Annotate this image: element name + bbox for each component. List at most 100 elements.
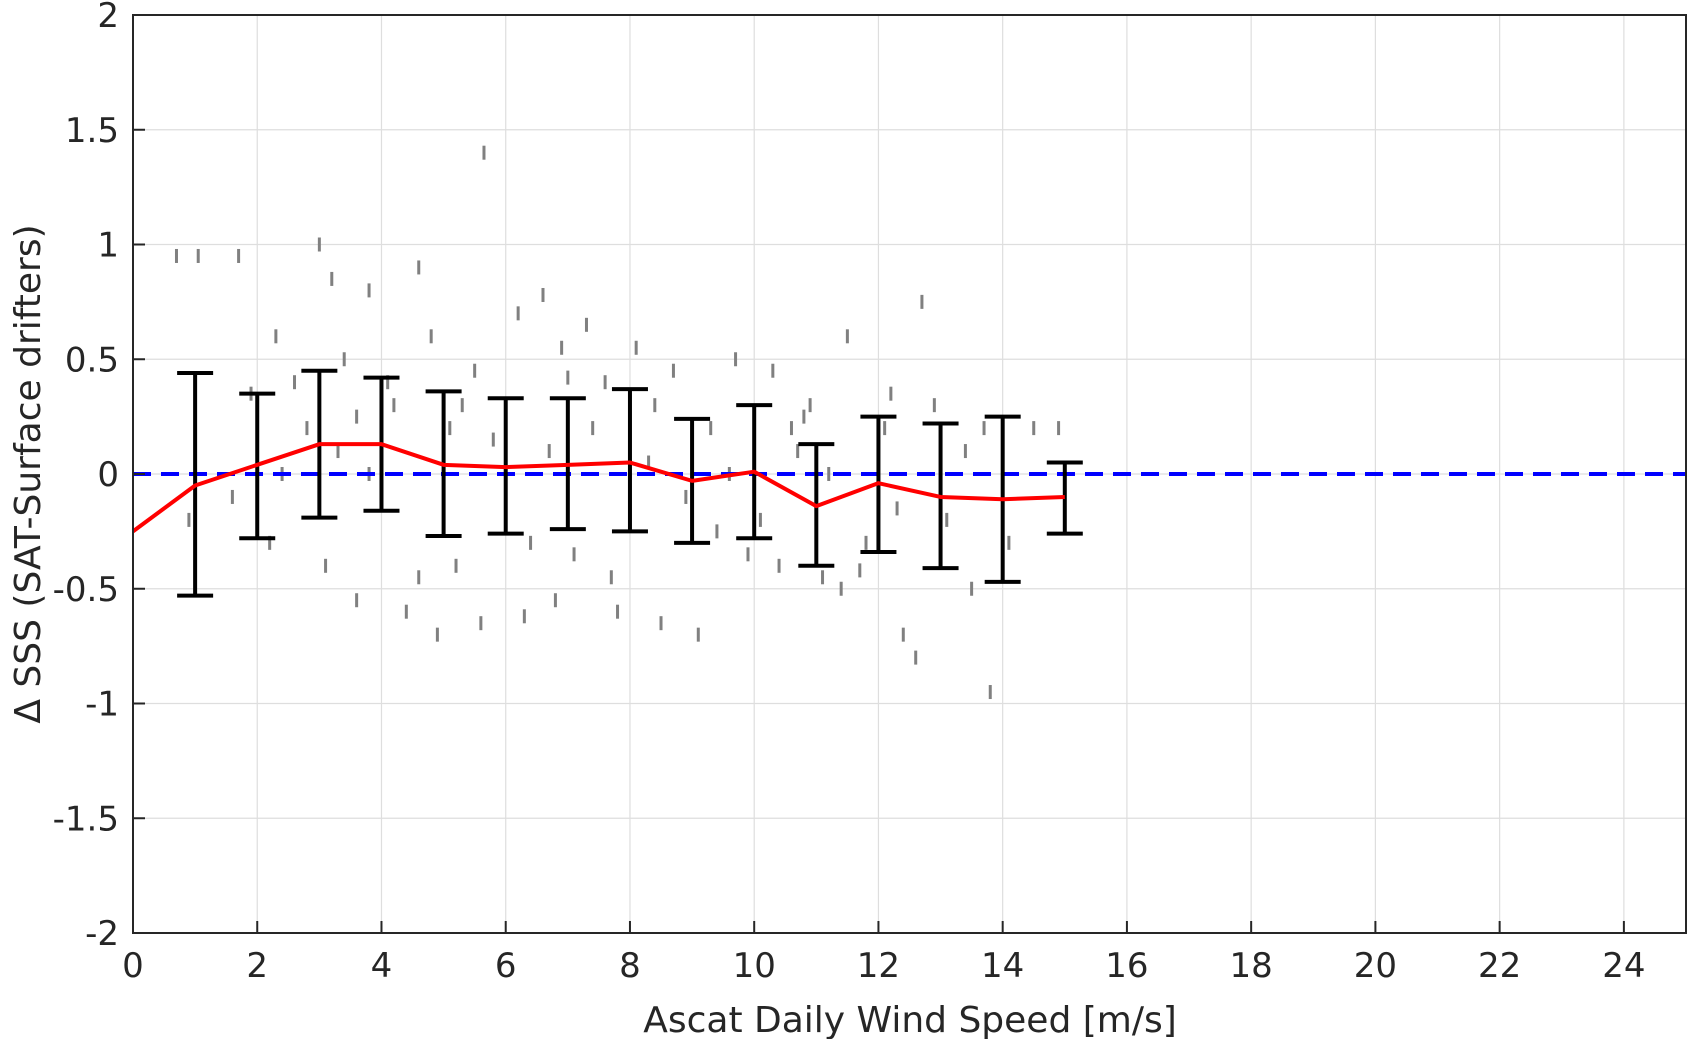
scatter-point	[988, 685, 992, 700]
scatter-point	[609, 570, 613, 585]
scatter-point	[174, 248, 178, 263]
scatter-point	[560, 340, 564, 355]
scatter-point	[796, 444, 800, 459]
scatter-point	[839, 581, 843, 596]
scatter-point	[920, 294, 924, 309]
scatter-point	[324, 558, 328, 573]
x-tick-label: 20	[1354, 946, 1397, 986]
scatter-point	[603, 375, 607, 390]
scatter-point	[330, 271, 334, 286]
x-tick-label: 4	[371, 946, 393, 986]
scatter-point	[547, 444, 551, 459]
mean-line	[131, 442, 1065, 533]
scatter-point	[715, 524, 719, 539]
scatter-point	[342, 352, 346, 367]
scatter-point	[1057, 421, 1061, 436]
scatter-point	[516, 306, 520, 321]
scatter-point	[827, 467, 831, 481]
scatter-point	[482, 145, 486, 160]
x-tick-label: 24	[1602, 946, 1645, 986]
scatter-point	[616, 604, 620, 619]
scatter-point	[982, 421, 986, 436]
y-tick-labels: 2 1.5 1 0.5 0 -0.5 -1 -1.5 -2	[53, 0, 145, 954]
scatter-point	[529, 535, 533, 550]
x-tick-label: 2	[246, 946, 268, 986]
scatter-point	[392, 398, 396, 413]
scatter-point	[572, 547, 576, 562]
y-tick-label: 1	[97, 226, 119, 266]
scatter-point	[789, 421, 793, 436]
scatter-point	[522, 609, 526, 624]
x-tick-labels: 0 2 4 6 8 10 12 14 16 18 20 22 24	[122, 921, 1646, 986]
scatter-point	[696, 627, 700, 642]
scatter-point	[901, 627, 905, 642]
y-axis-label: Δ SSS (SAT-Surface drifters)	[8, 224, 49, 723]
scatter-point	[734, 352, 738, 367]
scatter-point	[659, 616, 663, 631]
x-tick-label: 12	[857, 946, 900, 986]
x-tick-label: 6	[495, 946, 517, 986]
scatter-point	[491, 432, 495, 447]
scatter-point	[429, 329, 433, 344]
scatter-point	[591, 421, 595, 436]
y-tick-label: 0.5	[65, 340, 119, 380]
scatter-point	[541, 287, 545, 302]
scatter-point	[196, 248, 200, 263]
x-tick-label: 14	[981, 946, 1024, 986]
scatter-point	[709, 421, 713, 436]
scatter-point	[473, 363, 477, 378]
scatter-point	[671, 363, 675, 378]
scatter-point	[802, 409, 806, 424]
x-tick-label: 18	[1230, 946, 1273, 986]
scatter-point	[460, 398, 464, 413]
scatter-point	[386, 375, 390, 390]
scatter-point	[187, 512, 191, 527]
scatter-point	[584, 317, 588, 332]
scatter-point	[317, 237, 321, 252]
scatter-point	[336, 444, 340, 459]
scatter-points	[174, 145, 1061, 700]
scatter-point	[845, 329, 849, 344]
scatter-point	[237, 248, 241, 263]
scatter-point	[945, 512, 949, 527]
y-tick-label: 2	[97, 0, 119, 36]
scatter-point	[963, 444, 967, 459]
mean-line-group	[131, 442, 1065, 533]
scatter-point	[553, 593, 557, 608]
scatter-point	[634, 340, 638, 355]
scatter-point	[746, 547, 750, 562]
y-tick-label: -2	[85, 914, 119, 954]
scatter-point	[1007, 535, 1011, 550]
y-tick-label: -1.5	[53, 799, 119, 839]
x-tick-label: 16	[1105, 946, 1148, 986]
scatter-point	[230, 489, 234, 504]
scatter-point	[895, 501, 899, 516]
scatter-point	[970, 581, 974, 596]
scatter-point	[404, 604, 408, 619]
x-tick-label: 8	[619, 946, 641, 986]
scatter-point	[864, 535, 868, 550]
scatter-point	[1032, 421, 1036, 436]
scatter-point	[454, 558, 458, 573]
y-tick-label: -1	[85, 685, 119, 725]
scatter-point	[435, 627, 439, 642]
scatter-point	[777, 558, 781, 573]
scatter-point	[417, 570, 421, 585]
scatter-point	[914, 650, 918, 665]
scatter-point	[448, 421, 452, 436]
scatter-point	[932, 398, 936, 413]
scatter-point	[293, 375, 297, 390]
scatter-point	[566, 370, 570, 385]
scatter-point	[268, 535, 272, 550]
scatter-point	[889, 386, 893, 401]
scatter-point	[758, 512, 762, 527]
scatter-point	[684, 489, 688, 504]
scatter-point	[647, 455, 651, 470]
x-tick-label: 10	[733, 946, 776, 986]
scatter-point	[858, 563, 862, 578]
x-axis-label: Ascat Daily Wind Speed [m/s]	[643, 1000, 1177, 1039]
scatter-point	[367, 283, 371, 298]
scatter-point	[479, 616, 483, 631]
scatter-point	[355, 593, 359, 608]
